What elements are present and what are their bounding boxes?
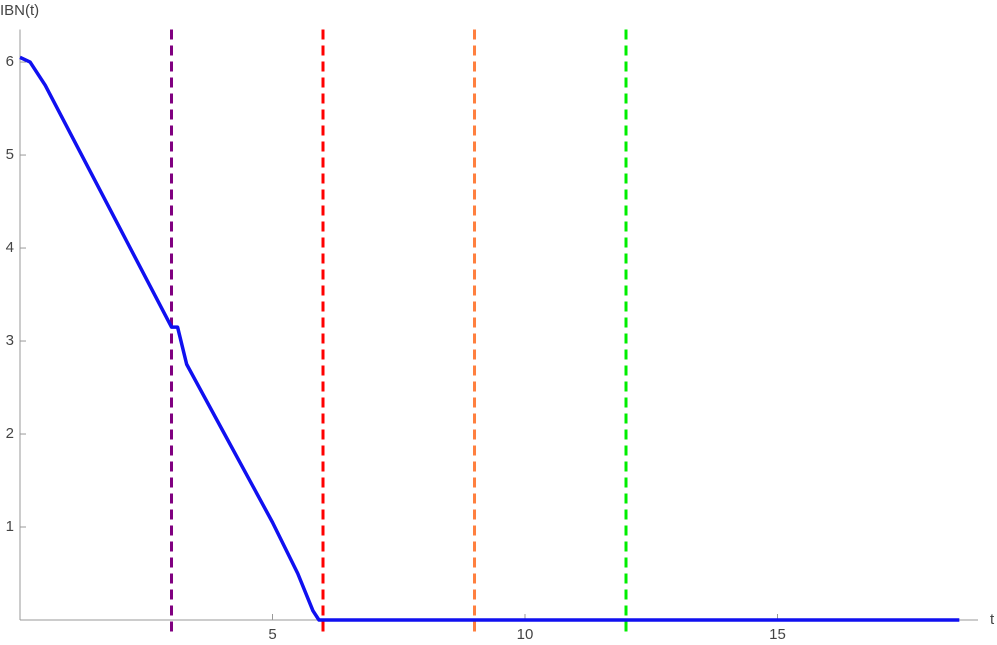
x-axis-label: t — [990, 611, 995, 628]
y-tick-label: 1 — [6, 518, 14, 535]
y-tick-label: 6 — [6, 53, 14, 70]
x-tick-label: 5 — [268, 626, 276, 643]
y-tick-label: 3 — [6, 332, 14, 349]
x-tick-label: 10 — [517, 626, 534, 643]
y-tick-label: 2 — [6, 425, 14, 442]
y-tick-label: 4 — [6, 239, 14, 256]
data-line — [19, 55, 960, 622]
x-tick-label: 15 — [769, 626, 786, 643]
y-tick-label: 5 — [6, 146, 14, 163]
y-axis-label: IBN(t) — [0, 2, 39, 19]
